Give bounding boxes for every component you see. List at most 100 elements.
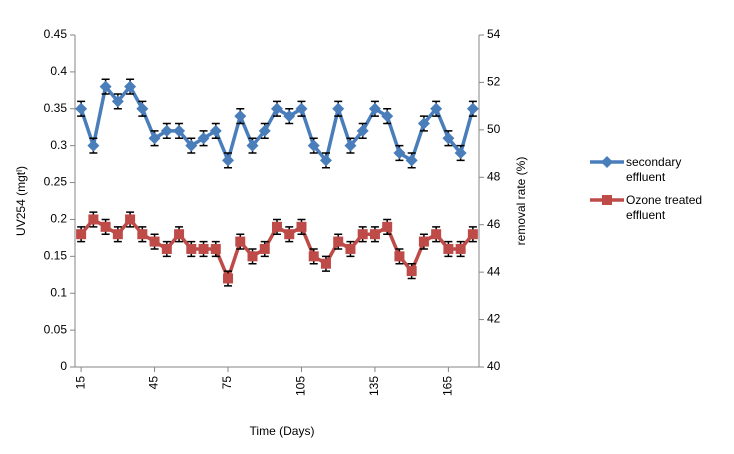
marker [125,214,136,225]
marker [405,154,418,167]
marker [137,229,148,240]
marker [111,95,124,108]
y-axis-label: UV254 (mgtˡ) [14,166,28,236]
marker [246,139,259,152]
marker [381,110,394,123]
marker [382,221,393,232]
marker [100,221,111,232]
marker [247,251,258,262]
y2-tick-label: 40 [487,359,501,373]
marker [124,80,137,93]
marker [333,236,344,247]
marker [161,243,172,254]
marker [149,236,160,247]
x-tick-label: 75 [220,376,234,390]
marker [223,273,234,284]
marker [87,139,100,152]
marker [466,102,479,115]
marker [284,229,295,240]
marker [197,132,210,145]
marker [320,258,331,269]
marker [210,243,221,254]
y2-tick-label: 52 [487,75,501,89]
marker [368,102,381,115]
legend-label: Ozone treated effluent [626,193,703,222]
marker [357,229,368,240]
y2-tick-label: 54 [487,27,501,41]
x-tick-label: 165 [441,376,455,396]
marker [319,154,332,167]
legend-swatch [590,195,624,205]
legend: secondary effluent Ozone treated effluent [588,155,706,231]
marker [235,236,246,247]
series-line [79,82,475,166]
y-tick-label: 0 [60,359,67,373]
y2-tick-label: 50 [487,122,501,136]
marker [431,229,442,240]
marker [454,147,467,160]
marker [356,124,369,137]
x-tick-label: 105 [294,376,308,396]
marker [222,154,235,167]
legend-marker [601,156,613,168]
marker [307,139,320,152]
marker [393,147,406,160]
marker [185,139,198,152]
marker [186,243,197,254]
y-tick-label: 0.1 [50,285,67,299]
marker [283,110,296,123]
marker [369,229,380,240]
marker [198,243,209,254]
marker [406,266,417,277]
legend-swatch [590,156,624,168]
marker [271,102,283,115]
legend-marker [602,195,612,205]
y2-tick-label: 44 [487,264,501,278]
y-tick-label: 0.25 [44,175,68,189]
marker [430,102,443,115]
marker [88,214,99,225]
y2-axis-label: removal rate (%) [514,157,528,246]
x-tick-label: 15 [73,376,87,390]
y-tick-label: 0.45 [44,27,68,41]
marker [296,221,307,232]
x-tick-label: 45 [147,376,161,390]
legend-label: secondary effluent [626,155,682,184]
marker [173,124,186,137]
marker [394,251,405,262]
marker [308,251,319,262]
marker [344,139,357,152]
marker [417,117,430,130]
marker [259,243,270,254]
marker [272,221,282,232]
marker [112,229,123,240]
marker [443,243,454,254]
marker [148,132,161,145]
marker [332,102,345,115]
marker [75,102,88,115]
marker [209,124,222,137]
legend-item: secondary effluent [588,155,706,185]
y2-tick-label: 42 [487,312,501,326]
marker [418,236,429,247]
x-tick-label: 135 [367,376,381,396]
marker [258,124,271,137]
y-tick-label: 0.05 [44,322,68,336]
marker [76,229,87,240]
marker [234,110,247,123]
legend-item: Ozone treated effluent [588,193,706,223]
x-axis-label: Time (Days) [250,424,315,438]
y-tick-label: 0.2 [50,212,67,226]
marker [467,229,478,240]
marker [136,102,149,115]
marker [345,243,356,254]
marker [160,124,173,137]
y2-tick-label: 48 [487,169,501,183]
y2-tick-label: 46 [487,217,501,231]
marker [295,102,308,115]
y-tick-label: 0.3 [50,138,67,152]
y-tick-label: 0.15 [44,249,68,263]
marker [442,132,455,145]
